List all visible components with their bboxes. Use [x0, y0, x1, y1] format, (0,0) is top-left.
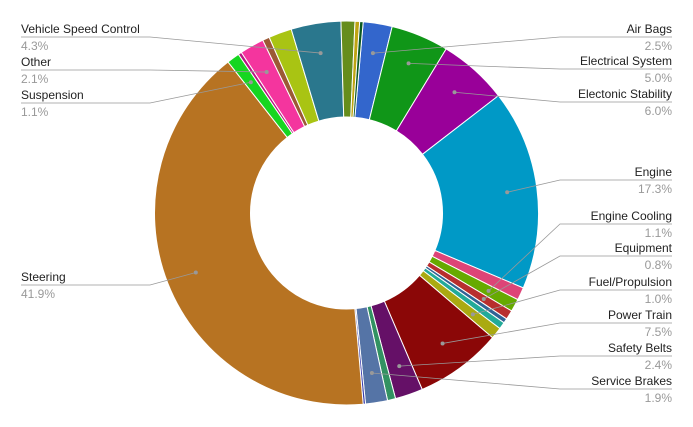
callout-electonic-stability: Electonic Stability 6.0% — [452, 87, 672, 118]
leader-dot — [248, 80, 253, 85]
leader-dot — [486, 288, 491, 293]
slice-percent-label: 4.3% — [21, 39, 49, 53]
callout-engine: Engine 17.3% — [505, 165, 672, 196]
leader-line — [372, 36, 672, 54]
leader-dot — [452, 90, 457, 95]
callout-steering: Steering 41.9% — [21, 270, 198, 301]
slice-percent-label: 41.9% — [21, 287, 55, 301]
leader-line — [454, 91, 672, 103]
leader-dot — [264, 70, 269, 75]
leader-dot — [369, 370, 374, 375]
leader-dot — [470, 312, 475, 317]
leader-line — [472, 289, 672, 315]
leader-dot — [481, 297, 486, 302]
leader-dot — [406, 61, 411, 66]
slice-percent-label: 5.0% — [645, 71, 673, 85]
slice-steering[interactable] — [154, 61, 364, 406]
callout-service-brakes: Service Brakes 1.9% — [369, 370, 673, 405]
slice-name-label: Safety Belts — [608, 341, 672, 355]
slice-unlabeled-24[interactable] — [352, 20, 364, 118]
leader-line — [21, 36, 321, 54]
slice-name-label: Engine — [635, 165, 673, 179]
slice-percent-label: 0.8% — [645, 258, 673, 272]
leader-dot — [505, 190, 510, 195]
slice-name-label: Other — [21, 55, 51, 69]
callout-equipment: Equipment 0.8% — [481, 241, 673, 302]
callout-safety-belts: Safety Belts 2.4% — [397, 341, 672, 372]
leader-dot — [193, 270, 198, 275]
slice-engine[interactable] — [421, 94, 539, 289]
callout-labels: Air Bags 2.5%Electrical System 5.0% Electon… — [21, 22, 673, 405]
callout-vehicle-speed-control: Vehicle Speed Control 4.3% — [21, 22, 323, 56]
slice-name-label: Steering — [21, 270, 66, 284]
slice-name-label: Suspension — [21, 88, 84, 102]
slice-name-label: Electrical System — [580, 54, 672, 68]
slice-percent-label: 2.4% — [645, 358, 673, 372]
slice-percent-label: 2.1% — [21, 72, 49, 86]
donut-slices — [154, 20, 539, 406]
slice-name-label: Fuel/Propulsion — [589, 275, 672, 289]
callout-engine-cooling: Engine Cooling 1.1% — [486, 209, 673, 293]
slice-name-label: Power Train — [608, 308, 672, 322]
slice-name-label: Service Brakes — [591, 374, 672, 388]
leader-line — [21, 272, 196, 286]
slice-percent-label: 2.5% — [645, 39, 673, 53]
leader-line — [507, 179, 672, 193]
leader-dot — [318, 51, 323, 56]
callout-electrical-system: Electrical System 5.0% — [406, 54, 673, 85]
callout-suspension: Suspension 1.1% — [21, 80, 253, 119]
callout-power-train: Power Train 7.5% — [440, 308, 673, 346]
leader-line — [21, 81, 251, 104]
leader-line — [371, 372, 672, 390]
slice-percent-label: 1.1% — [21, 105, 49, 119]
slice-percent-label: 17.3% — [638, 182, 672, 196]
slice-name-label: Equipment — [615, 241, 673, 255]
callout-air-bags: Air Bags 2.5% — [370, 22, 673, 56]
leader-dot — [370, 51, 375, 56]
leader-line — [399, 355, 672, 367]
leader-dot — [397, 364, 402, 369]
leader-dot — [440, 341, 445, 346]
slice-percent-label: 6.0% — [645, 104, 673, 118]
callout-fuel-propulsion: Fuel/Propulsion 1.0% — [470, 275, 673, 317]
leader-line — [21, 69, 267, 73]
leader-line — [483, 255, 672, 300]
slice-name-label: Vehicle Speed Control — [21, 22, 140, 36]
slice-name-label: Electonic Stability — [578, 87, 672, 101]
leader-line — [408, 62, 672, 70]
slice-name-label: Air Bags — [627, 22, 672, 36]
leader-line — [442, 322, 672, 344]
callout-other: Other 2.1% — [21, 55, 269, 86]
slice-percent-label: 1.9% — [645, 391, 673, 405]
slice-percent-label: 1.0% — [645, 292, 673, 306]
slice-percent-label: 1.1% — [645, 226, 673, 240]
slice-percent-label: 7.5% — [645, 325, 673, 339]
slice-name-label: Engine Cooling — [591, 209, 672, 223]
leader-line — [488, 223, 672, 292]
